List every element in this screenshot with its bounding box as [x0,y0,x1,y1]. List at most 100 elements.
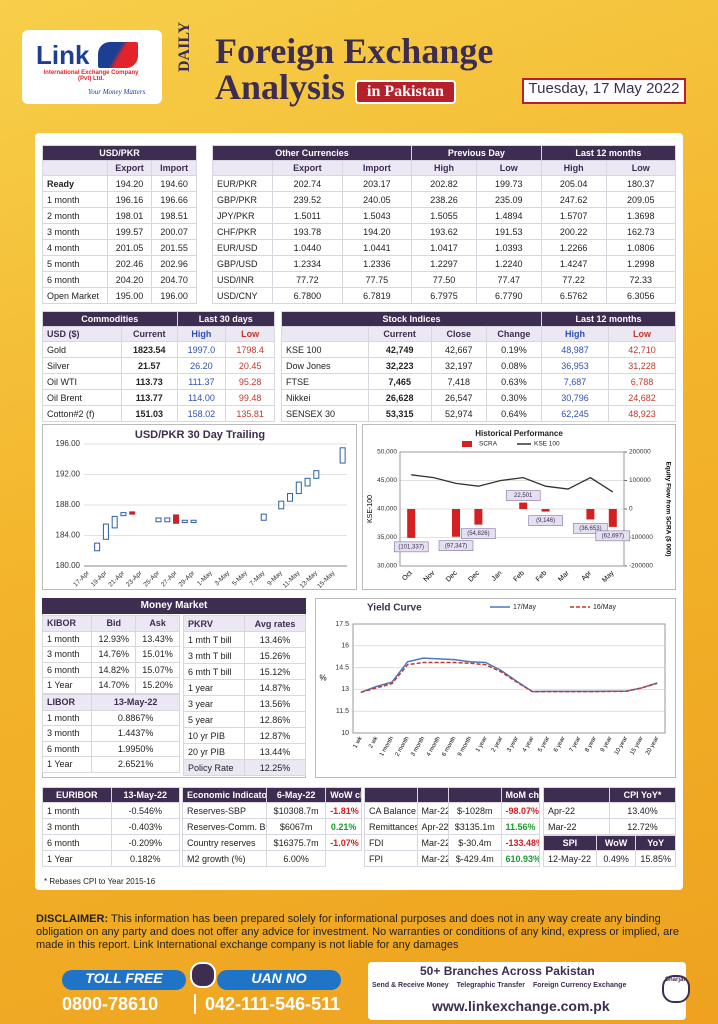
table-cell: 0.19% [485,341,543,358]
table-cell: EUR/PKR [211,175,274,192]
table-cell: $6067m [266,818,327,835]
candle-body [339,447,346,464]
y-tick-label: 180.00 [56,561,81,570]
table-cell: 1997.0 [176,341,227,358]
table-cell: 193.78 [272,223,343,240]
table: LIBOR 13-May-22 1 month 0.8867% 3 month 1.443… [41,694,180,773]
y-tick-label: 11.5 [336,708,349,715]
table-cell: 1 Year [42,850,112,867]
table-row: 6 month 204.20 204.70 [42,271,197,288]
table-cell: 201.55 [151,239,197,256]
bar [608,509,617,527]
table-cell [543,787,610,803]
table-row: GBP/USD 1.2334 1.2336 1.2297 1.2240 1.4247 1.2… [211,255,676,272]
table-cell: Bid [91,615,137,632]
table-cell: Stock Indices [280,311,543,327]
table-cell: 202.46 [106,255,153,272]
table-row: GBP/PKR 239.52 240.05 238.26 235.09 247.62 209… [211,191,676,208]
value-label: (36,653) [579,526,601,532]
table-cell: Ready [42,175,108,192]
table-cell: Close [430,326,487,342]
table-cell: 196.00 [151,287,197,304]
value-label: (62,697) [602,533,624,539]
value-label-box [438,540,474,551]
table-cell: 1.5055 [411,207,477,224]
line [360,661,658,694]
table-cell: 1 month [41,630,93,647]
table-cell: 99.48 [225,389,275,406]
table-cell: 151.03 [120,405,178,422]
candle-body [111,515,118,529]
table-cell: CA Balance [364,802,418,819]
table-cell: Last 12 months [540,145,677,161]
bar [586,509,595,520]
table-cell: 6 month [41,661,93,678]
value-label: (97,347) [445,543,467,549]
table-row: Nikkei 26,628 26,547 0.30% 30,796 24,682 [281,389,677,406]
table-cell: 113.77 [120,389,178,406]
table-cell: 135.81 [225,405,275,422]
table-cell: 191.53 [475,223,542,240]
table-cell: M2 growth (%) [181,850,268,867]
y-tick-label: 188.00 [56,500,81,509]
table-row: FPI Mar-22 $-429.4m 610.93% [364,850,540,867]
table-cell: $16375.7m [266,834,327,851]
table-cell: SPI [543,835,597,851]
table-cell: 6.5762 [540,287,607,304]
table-row: Commodities Last 30 days [42,311,276,327]
table-cell: 1.0806 [605,239,676,256]
table-cell: Low [475,160,542,176]
table-cell: 3 year [183,695,245,712]
table-cell: 72.33 [605,271,676,288]
table-cell: 12.25% [244,759,306,776]
table-row: 3 month -0.403% [42,818,180,835]
table-cell: Remittances [364,818,418,835]
table-cell: 13.56% [244,695,306,712]
table-cell: Dow Jones [281,357,369,374]
table-cell: 7,687 [541,373,609,390]
table-cell: 1823.54 [120,341,178,358]
table-cell: Ask [135,615,180,632]
table-row: 1 mth T bill 13.46% [183,631,306,648]
table-row: Oil Brent 113.77 114.00 99.48 [42,389,275,406]
website[interactable]: www.linkexchange.com.pk [432,998,610,1014]
table-cell: 1.0440 [272,239,343,256]
table-row: USD/CNY 6.7800 6.7819 6.7975 6.7790 6.5762 6.3… [211,287,676,304]
table-cell: Change [485,326,543,342]
value-label-box [393,541,429,553]
table-cell: 111.37 [176,373,227,390]
table-row: 10 yr PIB 12.87% [183,727,306,744]
table-cell: Mar-22 [416,834,449,851]
table-cell: 13.46% [244,631,306,648]
table-cell: 12.87% [244,727,306,744]
table-cell: 20 yr PIB [183,743,245,760]
table-row: Dow Jones 32,223 32,197 0.08% 36,953 31,228 [281,357,677,374]
table: EURIBOR 13-May-22 1 month -0.546% 3 month -0.… [42,787,180,867]
table-row: Mar-22 12.72% [543,818,676,835]
table-cell: Mar-22 [543,818,610,835]
table-cell: 3 month [42,818,112,835]
table-row: USD/PKR [42,145,197,161]
plot-frame [399,451,625,567]
table-cell: 1.2297 [411,255,477,272]
seal: Sharjah [662,975,690,1003]
table-cell: -0.209% [110,834,180,851]
table: USD/PKR Export Import Ready 194.20 194.60 1 mo… [42,145,197,304]
table-cell: 1.4894 [475,207,542,224]
table-row: 6 month 1.9950% [41,740,180,757]
table-cell: 6.7975 [411,287,477,304]
table-cell: Mar-22 [416,850,449,867]
table-cell: 1.5011 [272,207,343,224]
table-cell: 14.70% [91,677,137,694]
table-cell: Apr-22 [416,818,449,835]
table-cell: 200.22 [540,223,607,240]
table-cell: 1.2240 [475,255,542,272]
table-cell: Reserves-Comm. Banks [181,818,268,835]
table-cell: 1 year [183,679,245,696]
candle-body [190,519,197,524]
table-cell: USD/CNY [211,287,274,304]
table-row: Country reserves $16375.7m -1.07% [181,834,362,851]
table-cell: 42,667 [430,341,487,358]
table-cell: 21.57 [120,357,178,374]
